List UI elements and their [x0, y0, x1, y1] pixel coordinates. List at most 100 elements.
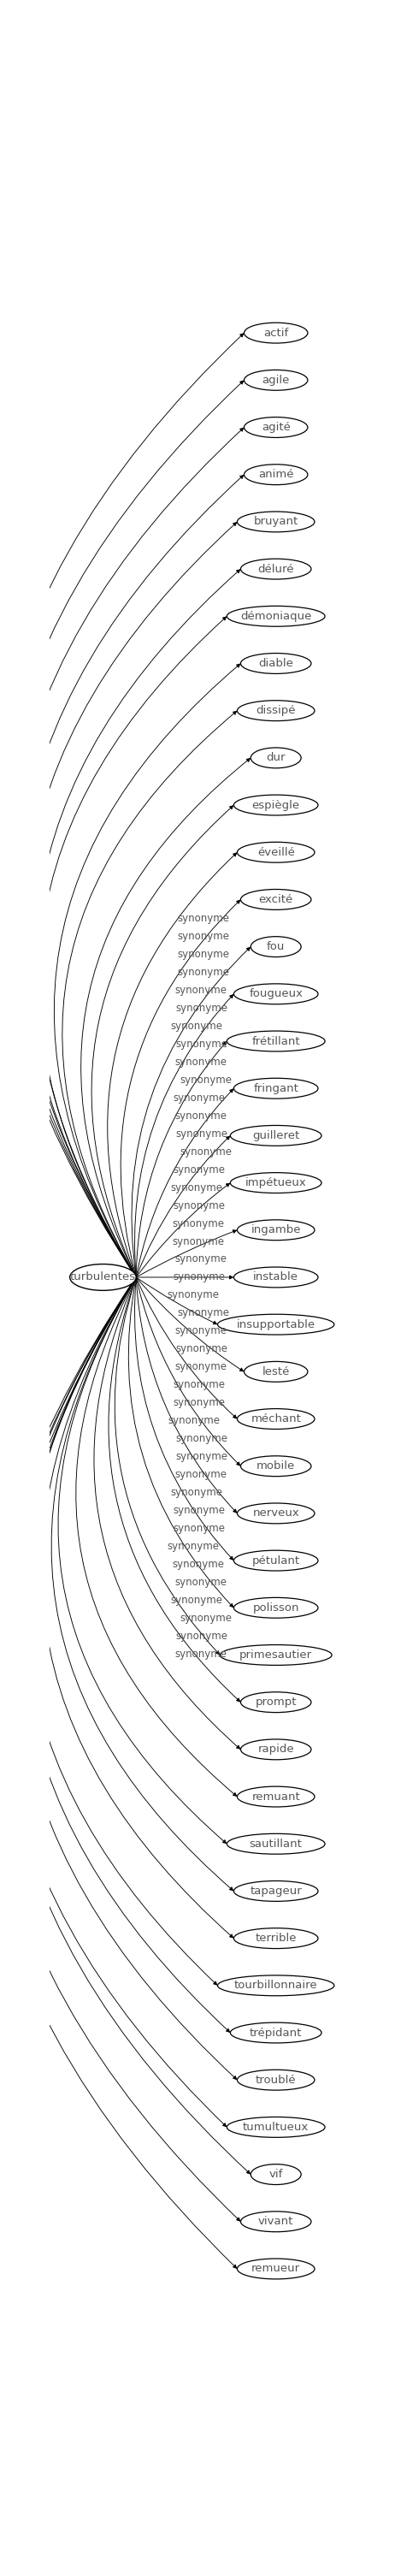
Text: actif: actif [263, 327, 288, 337]
Text: pétulant: pétulant [252, 1556, 300, 1566]
Ellipse shape [237, 701, 314, 721]
Text: synonyme: synonyme [173, 1200, 226, 1211]
FancyArrowPatch shape [8, 428, 243, 1278]
FancyArrowPatch shape [136, 1278, 237, 1419]
FancyArrowPatch shape [136, 1182, 229, 1278]
Text: dissipé: dissipé [256, 706, 296, 716]
FancyArrowPatch shape [115, 1278, 219, 1654]
Ellipse shape [244, 417, 308, 438]
Text: synonyme: synonyme [176, 1002, 228, 1015]
Text: terrible: terrible [255, 1932, 297, 1945]
Ellipse shape [70, 1265, 136, 1291]
Text: synonyme: synonyme [176, 1038, 228, 1048]
Ellipse shape [251, 2164, 301, 2184]
FancyArrowPatch shape [0, 332, 243, 1278]
Text: tourbillonnaire: tourbillonnaire [234, 1981, 318, 1991]
Text: synonyme: synonyme [180, 1074, 232, 1084]
Text: synonyme: synonyme [176, 1128, 228, 1139]
FancyArrowPatch shape [39, 616, 226, 1278]
Ellipse shape [237, 513, 314, 533]
Text: synonyme: synonyme [173, 1273, 226, 1283]
FancyArrowPatch shape [58, 1278, 226, 1844]
Ellipse shape [234, 1267, 318, 1288]
Text: vif: vif [269, 2169, 283, 2179]
FancyArrowPatch shape [128, 1278, 233, 1607]
FancyArrowPatch shape [76, 1278, 237, 1795]
Text: bruyant: bruyant [254, 515, 298, 528]
Text: agile: agile [262, 374, 290, 386]
FancyArrowPatch shape [136, 1041, 226, 1278]
Text: synonyme: synonyme [172, 1558, 224, 1569]
Text: synonyme: synonyme [172, 1218, 224, 1229]
Text: nerveux: nerveux [252, 1507, 299, 1520]
Ellipse shape [230, 1172, 322, 1193]
Ellipse shape [251, 938, 301, 956]
Ellipse shape [227, 1834, 325, 1855]
FancyArrowPatch shape [1, 1278, 250, 2174]
Ellipse shape [234, 1079, 318, 1097]
FancyArrowPatch shape [35, 569, 240, 1278]
Text: synonyme: synonyme [173, 1378, 226, 1391]
Text: fringant: fringant [253, 1082, 299, 1095]
Text: synonyme: synonyme [175, 1110, 227, 1121]
FancyArrowPatch shape [136, 1275, 233, 1278]
Ellipse shape [234, 1927, 318, 1947]
Text: synonyme: synonyme [176, 1450, 228, 1463]
Text: synonyme: synonyme [175, 984, 227, 997]
Ellipse shape [234, 1880, 318, 1901]
FancyArrowPatch shape [136, 1278, 237, 1512]
Ellipse shape [241, 1455, 311, 1476]
Text: impétueux: impétueux [245, 1177, 307, 1188]
Ellipse shape [251, 747, 301, 768]
Ellipse shape [237, 1504, 314, 1522]
Text: synonyme: synonyme [172, 1236, 224, 1247]
FancyArrowPatch shape [0, 1278, 226, 2128]
Text: éveillé: éveillé [257, 848, 295, 858]
Text: synonyme: synonyme [171, 1486, 223, 1499]
Ellipse shape [244, 464, 308, 484]
Text: synonyme: synonyme [175, 1363, 227, 1373]
Text: animé: animé [258, 469, 293, 479]
Text: polisson: polisson [253, 1602, 299, 1613]
FancyArrowPatch shape [51, 1278, 233, 1891]
Text: synonyme: synonyme [175, 1649, 227, 1659]
Ellipse shape [241, 2210, 311, 2231]
Text: synonyme: synonyme [177, 930, 229, 943]
Text: dur: dur [266, 752, 286, 762]
Text: démoniaque: démoniaque [240, 611, 312, 621]
Ellipse shape [227, 605, 325, 626]
FancyArrowPatch shape [0, 381, 243, 1278]
FancyArrowPatch shape [132, 948, 250, 1278]
Text: excité: excité [259, 894, 293, 904]
Text: méchant: méchant [251, 1414, 301, 1425]
FancyArrowPatch shape [17, 474, 243, 1278]
Text: agité: agité [261, 422, 290, 433]
Text: synonyme: synonyme [173, 1522, 226, 1535]
FancyArrowPatch shape [135, 1278, 233, 1561]
Text: synonyme: synonyme [167, 1540, 219, 1551]
Ellipse shape [237, 2259, 314, 2280]
Ellipse shape [218, 1976, 334, 1996]
FancyArrowPatch shape [136, 1090, 233, 1278]
FancyArrowPatch shape [136, 1278, 240, 1466]
Text: synonyme: synonyme [168, 1414, 220, 1427]
FancyArrowPatch shape [120, 899, 240, 1278]
Ellipse shape [234, 984, 318, 1005]
Text: synonyme: synonyme [176, 1345, 228, 1355]
Ellipse shape [237, 842, 314, 863]
Ellipse shape [241, 559, 311, 580]
Text: remuant: remuant [252, 1790, 300, 1803]
FancyArrowPatch shape [107, 853, 237, 1278]
Text: synonyme: synonyme [171, 1595, 223, 1605]
Ellipse shape [230, 2022, 322, 2043]
FancyArrowPatch shape [21, 1278, 229, 2032]
FancyArrowPatch shape [42, 1278, 233, 1937]
Text: synonyme: synonyme [175, 1577, 227, 1587]
Ellipse shape [244, 371, 308, 392]
Text: troublé: troublé [256, 2074, 296, 2087]
Ellipse shape [237, 1785, 314, 1806]
FancyArrowPatch shape [14, 1278, 237, 2079]
Text: synonyme: synonyme [177, 966, 229, 979]
Ellipse shape [234, 1551, 318, 1571]
FancyArrowPatch shape [136, 1229, 236, 1278]
